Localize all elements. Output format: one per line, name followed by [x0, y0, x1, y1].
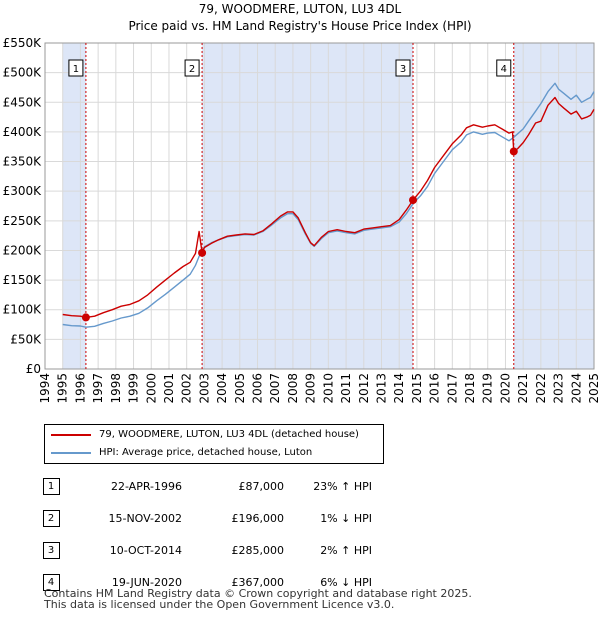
sale-number-badge: 3 [42, 541, 60, 559]
x-tick-label: 2024 [569, 373, 583, 404]
sale-number-label: 2 [189, 64, 195, 75]
x-tick-label: 2007 [268, 373, 282, 404]
x-tick-label: 2020 [498, 373, 512, 404]
sale-point [409, 196, 418, 205]
x-tick-label: 2017 [445, 373, 459, 404]
sale-price: £196,000 [231, 511, 285, 525]
y-tick-label: £100K [3, 303, 43, 317]
y-tick-label: £400K [3, 125, 43, 139]
table-row: 3 10-OCT-2014 £285,000 2% ↑ HPI [40, 534, 372, 566]
sale-number-box [184, 59, 200, 77]
x-tick-label: 2009 [304, 373, 318, 404]
x-tick-label: 2018 [463, 373, 477, 404]
sale-point [509, 147, 518, 156]
y-tick-label: £500K [3, 66, 43, 80]
chart-title: 79, WOODMERE, LUTON, LU3 4DL [198, 2, 402, 16]
legend-swatch-price [51, 434, 91, 436]
sale-number-badge: 1 [42, 477, 60, 495]
legend-swatch-hpi [51, 452, 91, 454]
y-tick-label: £0 [26, 362, 41, 376]
x-tick-label: 2008 [286, 373, 300, 404]
shaded-range [513, 43, 594, 369]
y-tick-label: £450K [3, 95, 43, 109]
price-chart: £0 £50K £100K £150K £200K £250K £300K £350K £400… [3, 36, 600, 404]
x-tick-label: 2001 [162, 373, 176, 404]
sale-hpi-diff: 1% ↓ HPI [320, 511, 372, 525]
sale-date: 22-APR-1996 [110, 479, 182, 493]
x-tick-label: 1995 [56, 373, 70, 404]
x-tick-label: 2005 [233, 373, 247, 404]
x-tick-label: 1997 [91, 373, 105, 404]
y-tick-label: £200K [3, 243, 43, 257]
x-tick-label: 2023 [552, 373, 566, 404]
sale-number-box [395, 59, 411, 77]
x-tick-label: 2021 [516, 373, 530, 404]
x-tick-label: 2019 [481, 373, 495, 404]
y-tick-label: £50K [10, 332, 42, 346]
sale-price: £87,000 [238, 479, 285, 493]
sale-number-badge: 2 [42, 509, 60, 527]
sale-number-label: 1 [73, 64, 79, 75]
x-tick-label: 2011 [339, 373, 353, 404]
sale-date: 19-JUN-2020 [111, 575, 182, 589]
plot-frame [44, 42, 595, 370]
y-tick-label: £350K [3, 155, 43, 169]
x-tick-label: 2006 [251, 373, 265, 404]
y-tick-label: £550K [3, 36, 43, 50]
x-tick-label: 2003 [197, 373, 211, 404]
sale-number-label: 3 [400, 64, 406, 75]
sale-price: £285,000 [231, 543, 285, 557]
table-row: 1 22-APR-1996 £87,000 23% ↑ HPI [40, 470, 372, 502]
chart-subtitle: Price paid vs. HM Land Registry's House … [128, 19, 472, 33]
x-tick-label: 2025 [587, 373, 600, 404]
footer-copyright: Contains HM Land Registry data © Crown c… [44, 587, 472, 600]
sale-number-box [68, 59, 84, 77]
price-paid-line [62, 96, 595, 319]
x-tick-label: 2000 [144, 373, 158, 404]
legend-label-price: 79, WOODMERE, LUTON, LU3 4DL (detached h… [99, 429, 359, 440]
x-tick-label: 2010 [321, 373, 335, 404]
table-row: 4 19-JUN-2020 £367,000 6% ↓ HPI [40, 566, 372, 598]
x-tick-label: 1998 [109, 373, 123, 404]
shaded-range [202, 43, 414, 369]
sale-point [198, 248, 207, 257]
x-tick-label: 2022 [534, 373, 548, 404]
footer: Contains HM Land Registry data © Crown c… [44, 588, 472, 610]
x-tick-label: 2015 [410, 373, 424, 404]
x-tick-label: 2013 [374, 373, 388, 404]
sale-number-badge: 4 [42, 573, 60, 591]
x-tick-label: 1999 [127, 373, 141, 404]
sale-price: £367,000 [231, 575, 285, 589]
x-tick-label: 2004 [215, 373, 229, 404]
y-tick-label: £300K [3, 184, 43, 198]
y-tick-label: £150K [3, 273, 43, 287]
legend: 79, WOODMERE, LUTON, LU3 4DL (detached h… [44, 424, 384, 464]
hpi-line [62, 82, 595, 328]
sale-number-box [496, 59, 512, 77]
table-row: 2 15-NOV-2002 £196,000 1% ↓ HPI [40, 502, 372, 534]
sale-hpi-diff: 2% ↑ HPI [320, 543, 372, 557]
sales-table: 1 22-APR-1996 £87,000 23% ↑ HPI 2 15-NOV… [40, 470, 372, 598]
x-tick-label: 1994 [38, 373, 52, 404]
sale-hpi-diff: 6% ↓ HPI [320, 575, 372, 589]
sale-date: 10-OCT-2014 [109, 543, 182, 557]
x-tick-label: 2014 [392, 373, 406, 404]
x-tick-label: 1996 [73, 373, 87, 404]
shaded-range [62, 43, 86, 369]
x-tick-label: 2002 [180, 373, 194, 404]
y-tick-label: £250K [3, 214, 43, 228]
sale-hpi-diff: 23% ↑ HPI [313, 479, 372, 493]
x-tick-label: 2012 [357, 373, 371, 404]
sale-point [81, 313, 90, 322]
x-tick-label: 2016 [428, 373, 442, 404]
footer-licence: This data is licensed under the Open Gov… [44, 598, 395, 611]
sale-number-label: 4 [501, 64, 507, 75]
legend-label-hpi: HPI: Average price, detached house, Luto… [99, 447, 313, 458]
sale-date: 15-NOV-2002 [108, 511, 182, 525]
